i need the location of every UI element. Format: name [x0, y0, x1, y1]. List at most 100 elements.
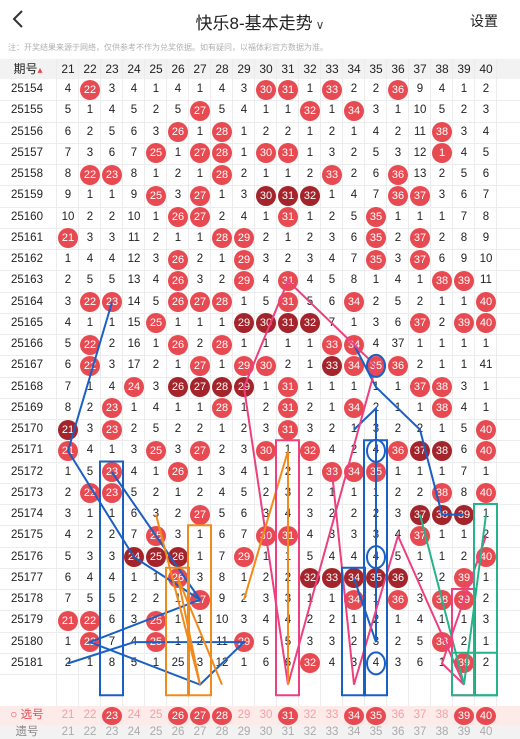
omission-count: 6	[130, 508, 138, 520]
drawn-number-ball: 23	[102, 164, 122, 185]
omission-count: 1	[262, 210, 270, 223]
select-number[interactable]: 37	[413, 709, 427, 721]
omission-count: 5	[460, 423, 468, 435]
drawn-number-ball: 29	[234, 313, 254, 334]
drawn-number-ball: 33	[322, 462, 342, 482]
column-header: 39	[457, 62, 471, 76]
select-number-selected[interactable]: 40	[476, 706, 496, 725]
select-number-selected[interactable]: 35	[366, 706, 386, 725]
omission-count: 1	[240, 571, 248, 584]
omission-count: 4	[86, 444, 94, 457]
omission-count: 2	[218, 274, 226, 287]
period-cell: 25176	[11, 550, 43, 563]
omission-count: 10	[61, 210, 75, 223]
column-header: 37	[413, 62, 427, 76]
omission-count: 4	[240, 465, 248, 478]
omission-count: 7	[130, 146, 138, 159]
omission-count: 2	[196, 423, 204, 435]
omission-count: 2	[262, 231, 270, 244]
omission-count: 4	[218, 83, 226, 95]
omission-count: 4	[108, 253, 116, 265]
omission-count: 1	[438, 656, 446, 669]
column-header: 22	[83, 62, 97, 76]
omission-count: 13	[413, 168, 427, 180]
omit-number: 24	[127, 726, 141, 738]
omission-count: 1	[152, 210, 160, 223]
omission-count: 1	[482, 635, 490, 648]
omission-count: 1	[262, 338, 270, 350]
omission-count: 3	[328, 529, 336, 542]
omission-count: 8	[64, 168, 72, 180]
select-number-selected[interactable]: 27	[190, 706, 210, 725]
omission-count: 2	[152, 359, 160, 372]
select-number[interactable]: 36	[391, 709, 405, 721]
column-header: 25	[149, 62, 163, 76]
omission-count: 4	[438, 83, 446, 95]
omission-count: 4	[108, 571, 116, 584]
omission-count: 2	[482, 529, 490, 542]
omission-count: 5	[130, 656, 138, 669]
omit-number: 29	[237, 726, 251, 738]
omission-count: 4	[306, 529, 314, 542]
drawn-number-ball: 34	[344, 462, 364, 482]
omission-count: 6	[64, 359, 72, 372]
omission-count: 3	[86, 423, 94, 435]
omission-count: 4	[152, 274, 160, 287]
omission-count: 1	[262, 168, 270, 180]
omission-count: 14	[127, 295, 141, 308]
omission-count: 2	[218, 444, 226, 457]
omission-count: 3	[306, 423, 314, 435]
omission-count: 4	[372, 338, 380, 350]
omission-count: 4	[328, 550, 336, 563]
omission-count: 1	[196, 125, 204, 138]
select-number[interactable]: 21	[61, 709, 75, 721]
omission-count: 7	[218, 550, 226, 563]
omission-count: 1	[438, 295, 446, 308]
drawn-number-ball: 31	[278, 292, 298, 312]
omit-number: 31	[281, 726, 295, 738]
period-header[interactable]: 期号▴	[0, 59, 56, 79]
omission-count: 2	[350, 168, 358, 180]
row-divider	[0, 206, 520, 208]
select-number[interactable]: 29	[237, 709, 251, 721]
select-number[interactable]: 25	[149, 709, 163, 721]
select-number-selected[interactable]: 26	[168, 706, 188, 725]
page-title[interactable]: 快乐8-基本走势 ∨	[0, 9, 520, 34]
omission-count: 1	[108, 316, 116, 329]
omission-count: 1	[482, 571, 490, 584]
omission-count: 1	[482, 401, 490, 414]
drawn-number-ball: 30	[256, 355, 276, 376]
select-number-selected[interactable]: 34	[344, 706, 364, 725]
drawn-number-ball: 36	[388, 355, 408, 376]
omission-count: 3	[174, 444, 182, 457]
select-number[interactable]: 38	[435, 709, 449, 721]
omission-count: 2	[152, 104, 160, 117]
settings-button[interactable]: 设置	[470, 13, 498, 29]
select-number[interactable]: 30	[259, 709, 273, 721]
select-number[interactable]: 22	[83, 709, 97, 721]
select-number-selected[interactable]: 31	[278, 706, 298, 725]
select-number[interactable]: 33	[325, 709, 339, 721]
omission-count: 1	[108, 508, 116, 520]
period-cell: 25181	[11, 656, 43, 669]
period-cell: 25173	[11, 486, 43, 499]
omission-count: 5	[240, 486, 248, 499]
select-number[interactable]: 32	[303, 709, 317, 721]
omission-count: 1	[460, 83, 468, 95]
drawn-number-ball: 33	[322, 355, 342, 376]
back-button[interactable]	[6, 5, 32, 33]
omission-count: 1	[174, 316, 182, 329]
omission-count: 2	[438, 571, 446, 584]
drawn-number-ball: 40	[476, 313, 496, 334]
select-number-selected[interactable]: 39	[454, 706, 474, 725]
omission-count: 4	[86, 571, 94, 584]
select-number[interactable]: 24	[127, 709, 141, 721]
select-number-selected[interactable]: 28	[212, 706, 232, 725]
omission-count: 1	[306, 593, 314, 605]
drawn-number-ball: 39	[454, 504, 474, 525]
omission-count: 2	[284, 571, 292, 584]
omission-count: 5	[174, 104, 182, 117]
omission-count: 1	[284, 444, 292, 457]
omission-count: 2	[284, 125, 292, 138]
select-number-selected[interactable]: 23	[102, 706, 122, 725]
